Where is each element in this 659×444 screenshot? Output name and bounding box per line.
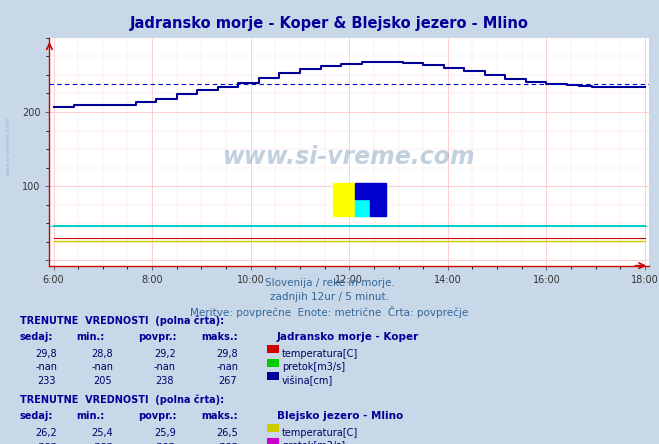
Text: -nan: -nan	[216, 441, 239, 444]
Text: 205: 205	[93, 376, 111, 386]
Text: -nan: -nan	[91, 362, 113, 373]
Text: TRENUTNE  VREDNOSTI  (polna črta):: TRENUTNE VREDNOSTI (polna črta):	[20, 315, 224, 326]
Text: -nan: -nan	[154, 441, 176, 444]
Text: temperatura[C]: temperatura[C]	[282, 428, 358, 438]
Text: 29,2: 29,2	[154, 349, 176, 359]
Text: maks.:: maks.:	[201, 332, 238, 342]
Text: maks.:: maks.:	[201, 411, 238, 421]
Text: -nan: -nan	[35, 362, 57, 373]
Bar	[355, 198, 370, 216]
Text: 25,9: 25,9	[154, 428, 176, 438]
Text: 29,8: 29,8	[217, 349, 238, 359]
Text: www.si-vreme.com: www.si-vreme.com	[223, 145, 476, 169]
Text: 267: 267	[218, 376, 237, 386]
Bar	[370, 198, 386, 216]
Text: sedaj:: sedaj:	[20, 411, 53, 421]
Text: Slovenija / reke in morje.: Slovenija / reke in morje.	[264, 278, 395, 288]
Text: Jadransko morje - Koper: Jadransko morje - Koper	[277, 332, 419, 342]
Text: višina[cm]: višina[cm]	[282, 376, 333, 386]
Text: temperatura[C]: temperatura[C]	[282, 349, 358, 359]
Text: min.:: min.:	[76, 411, 104, 421]
Text: 238: 238	[156, 376, 174, 386]
Text: Meritve: povprečne  Enote: metrične  Črta: povprečje: Meritve: povprečne Enote: metrične Črta:…	[190, 306, 469, 318]
Text: sedaj:: sedaj:	[20, 332, 53, 342]
Text: 25,4: 25,4	[91, 428, 113, 438]
Text: -nan: -nan	[216, 362, 239, 373]
Text: pretok[m3/s]: pretok[m3/s]	[282, 362, 345, 373]
Text: -nan: -nan	[35, 441, 57, 444]
Text: 28,8: 28,8	[92, 349, 113, 359]
Text: 233: 233	[37, 376, 55, 386]
Text: www.si-vreme.com: www.si-vreme.com	[6, 117, 11, 176]
Text: 26,5: 26,5	[216, 428, 239, 438]
Text: zadnjih 12ur / 5 minut.: zadnjih 12ur / 5 minut.	[270, 292, 389, 302]
Bar	[355, 182, 386, 198]
Text: Jadransko morje - Koper & Blejsko jezero - Mlino: Jadransko morje - Koper & Blejsko jezero…	[130, 16, 529, 31]
Text: povpr.:: povpr.:	[138, 411, 177, 421]
Bar	[333, 182, 355, 216]
Text: -nan: -nan	[154, 362, 176, 373]
Text: 26,2: 26,2	[35, 428, 57, 438]
Text: TRENUTNE  VREDNOSTI  (polna črta):: TRENUTNE VREDNOSTI (polna črta):	[20, 394, 224, 405]
Text: pretok[m3/s]: pretok[m3/s]	[282, 441, 345, 444]
Text: povpr.:: povpr.:	[138, 332, 177, 342]
Text: Blejsko jezero - Mlino: Blejsko jezero - Mlino	[277, 411, 403, 421]
Text: -nan: -nan	[91, 441, 113, 444]
Text: min.:: min.:	[76, 332, 104, 342]
Text: 29,8: 29,8	[36, 349, 57, 359]
